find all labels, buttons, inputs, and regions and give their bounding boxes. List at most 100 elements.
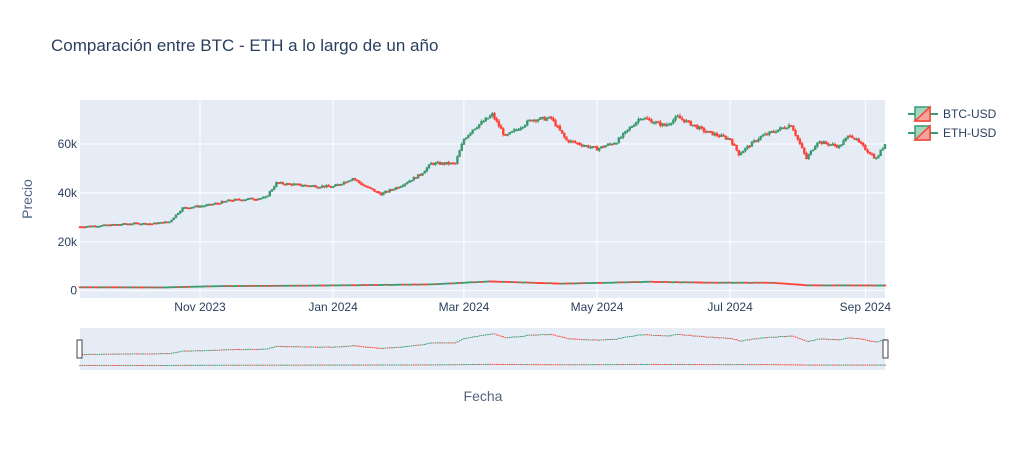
btc-slider-candle bbox=[476, 336, 478, 338]
eth-slider-candle bbox=[430, 364, 433, 366]
eth-candle bbox=[268, 285, 271, 287]
btc-candle bbox=[272, 186, 276, 190]
eth-slider-candle bbox=[875, 364, 878, 366]
eth-candle bbox=[698, 281, 701, 284]
btc-candle bbox=[619, 136, 623, 139]
btc-slider-candle bbox=[186, 350, 188, 352]
eth-slider-candle bbox=[118, 364, 121, 366]
btc-candle bbox=[741, 150, 745, 154]
eth-candle bbox=[349, 284, 352, 287]
btc-slider-candle bbox=[155, 353, 158, 355]
eth-candle bbox=[235, 285, 239, 287]
eth-slider-candle bbox=[92, 364, 94, 366]
btc-candle bbox=[726, 137, 730, 140]
eth-candle bbox=[611, 281, 614, 284]
eth-candle bbox=[580, 282, 583, 285]
range-slider[interactable] bbox=[80, 328, 885, 370]
eth-candle bbox=[401, 283, 405, 286]
btc-candle bbox=[296, 183, 300, 186]
btc-slider-candle bbox=[467, 337, 470, 339]
eth-candle bbox=[550, 282, 553, 285]
eth-candle bbox=[556, 282, 559, 285]
btc-candle bbox=[388, 189, 391, 193]
btc-candle bbox=[846, 135, 850, 139]
eth-candle bbox=[700, 281, 703, 284]
btc-slider-candle bbox=[426, 343, 428, 345]
eth-candle bbox=[600, 282, 603, 284]
eth-slider-candle bbox=[681, 364, 683, 366]
range-slider-right-handle[interactable] bbox=[882, 339, 889, 359]
btc-slider-candle bbox=[133, 353, 136, 355]
btc-slider-candle bbox=[879, 340, 882, 342]
btc-slider-candle bbox=[456, 341, 459, 343]
btc-candle bbox=[576, 142, 579, 145]
btc-slider-candle bbox=[460, 339, 463, 341]
btc-candle bbox=[242, 199, 245, 202]
btc-candle bbox=[598, 147, 601, 151]
eth-candle bbox=[748, 281, 751, 284]
eth-candle bbox=[800, 284, 804, 286]
btc-candle bbox=[471, 129, 474, 134]
btc-slider-candle bbox=[234, 349, 236, 351]
btc-candle bbox=[539, 117, 542, 120]
btc-candle bbox=[438, 161, 442, 165]
btc-candle bbox=[310, 185, 313, 188]
btc-slider-candle bbox=[306, 346, 308, 348]
eth-candle bbox=[96, 286, 99, 289]
eth-slider-candle bbox=[620, 364, 622, 366]
eth-slider-candle bbox=[663, 363, 666, 365]
btc-slider-candle bbox=[690, 334, 692, 336]
eth-slider-candle bbox=[354, 364, 356, 366]
btc-candle bbox=[366, 186, 370, 189]
eth-candle bbox=[680, 281, 684, 284]
btc-candle bbox=[611, 143, 614, 146]
btc-candle bbox=[414, 177, 418, 179]
btc-candle bbox=[687, 120, 690, 123]
btc-candle bbox=[567, 139, 570, 143]
eth-candle bbox=[244, 285, 247, 287]
eth-candle bbox=[288, 284, 291, 287]
eth-candle bbox=[218, 285, 221, 288]
btc-candle bbox=[211, 203, 215, 206]
eth-candle bbox=[772, 281, 775, 284]
eth-candle bbox=[486, 280, 490, 283]
range-slider-left-handle[interactable] bbox=[76, 339, 83, 359]
eth-candle bbox=[233, 285, 237, 288]
btc-candle bbox=[824, 141, 828, 144]
btc-candle bbox=[379, 192, 383, 196]
eth-candle bbox=[694, 281, 697, 284]
eth-candle bbox=[128, 286, 132, 289]
legend-label: ETH-USD bbox=[943, 126, 997, 140]
btc-slider-candle bbox=[221, 349, 223, 351]
btc-slider-candle bbox=[703, 336, 705, 338]
eth-candle bbox=[220, 285, 224, 288]
eth-slider-candle bbox=[502, 363, 505, 365]
btc-slider-candle bbox=[694, 335, 697, 337]
eth-slider-candle bbox=[236, 364, 238, 366]
btc-slider-candle bbox=[452, 342, 454, 344]
eth-candle bbox=[161, 286, 165, 289]
eth-slider-candle bbox=[415, 364, 417, 366]
btc-slider-candle bbox=[751, 338, 753, 340]
eth-candle bbox=[334, 284, 337, 287]
eth-candle bbox=[325, 284, 328, 287]
eth-slider-candle bbox=[79, 364, 81, 366]
btc-candle bbox=[622, 132, 625, 138]
eth-slider-candle bbox=[247, 364, 249, 366]
btc-slider-candle bbox=[788, 335, 790, 337]
eth-candle bbox=[421, 283, 424, 286]
btc-candle bbox=[233, 198, 237, 201]
btc-slider-candle bbox=[491, 333, 494, 335]
btc-candle bbox=[299, 183, 302, 186]
btc-slider-candle bbox=[288, 346, 291, 348]
eth-candle bbox=[530, 281, 533, 284]
eth-slider-candle bbox=[221, 364, 223, 366]
eth-slider-candle bbox=[572, 364, 574, 366]
btc-candle bbox=[368, 186, 372, 189]
eth-slider-candle bbox=[882, 364, 884, 366]
eth-candle bbox=[266, 285, 269, 287]
btc-candle bbox=[329, 186, 333, 188]
y-axis-title: Precio bbox=[19, 179, 35, 219]
eth-slider-candle bbox=[251, 364, 254, 366]
eth-slider-candle bbox=[460, 364, 463, 366]
